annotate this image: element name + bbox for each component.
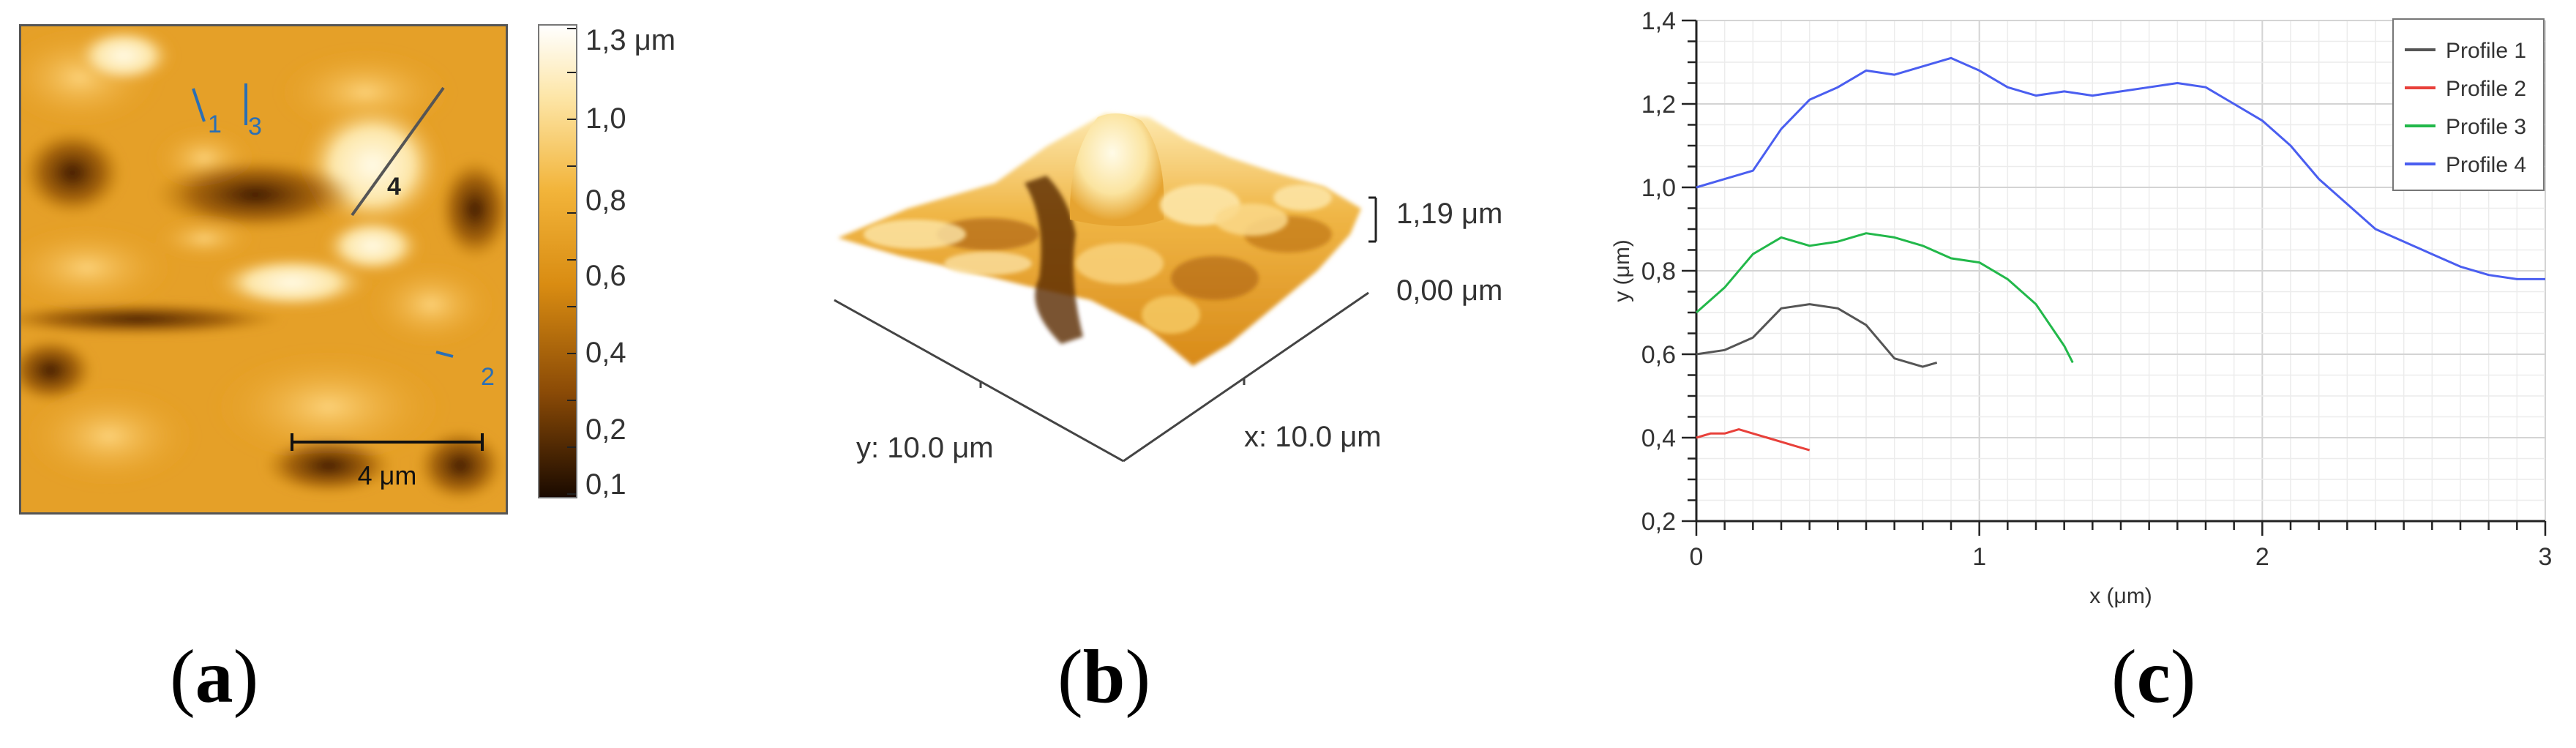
surface-3d-plot: 1,19 μm 0,00 μm x: 10.0 μm y: 10.0 μm — [834, 113, 1502, 464]
series-line-profile-4 — [1696, 56, 2545, 280]
afm-height-image: 1 3 4 2 4 μm — [21, 26, 506, 512]
series-line-profile-2 — [1696, 428, 1811, 452]
profile-marker-1: 1 — [208, 111, 222, 138]
x-tick-label: 3 — [2539, 543, 2553, 571]
profile-marker-3: 3 — [248, 113, 262, 141]
y-axis-title: y (μm) — [1610, 239, 1634, 302]
panel-label-b: (b) — [1057, 635, 1151, 719]
profile-marker-2: 2 — [481, 363, 495, 391]
profile-1-line — [192, 88, 206, 122]
profile-marker-4: 4 — [387, 173, 401, 201]
panel-label-a: (a) — [170, 635, 259, 719]
y-tick-label: 1,4 — [1641, 7, 1676, 35]
y-tick-label: 0,4 — [1641, 425, 1676, 452]
x-axis-label-3d: x: 10.0 μm — [1244, 421, 1382, 453]
x-tick-label: 2 — [2255, 543, 2269, 571]
z-min-label: 0,00 μm — [1396, 274, 1502, 307]
colorbar-label-1-0: 1,0 — [585, 102, 626, 135]
panel-c: 0 1 2 3 0,2 0,4 0,6 0,8 1,0 1,2 1,4 x (μm) y (μm) Pro… — [1595, 0, 2576, 748]
y-axis-label-3d: y: 10.0 μm — [856, 432, 994, 464]
legend-label-profile-2: Profile 2 — [2446, 77, 2526, 101]
profile-2-line — [435, 351, 454, 358]
x-axis-title: x (μm) — [2089, 584, 2152, 608]
y-tick-label: 1,2 — [1641, 91, 1676, 119]
colorbar-label-0-4: 0,4 — [585, 337, 626, 369]
series-line-profile-3 — [1696, 232, 2074, 364]
colorbar-label-0-1: 0,1 — [585, 468, 626, 501]
panel-label-c: (c) — [2111, 635, 2196, 719]
series-line-profile-1 — [1696, 303, 1938, 368]
x-tick-label: 1 — [1972, 543, 1986, 571]
z-max-label: 1,19 μm — [1396, 198, 1502, 230]
legend-box — [2392, 18, 2545, 191]
z-axis-bracket — [1368, 196, 1377, 243]
colorbar-label-0-8: 0,8 — [585, 184, 626, 217]
legend-label-profile-1: Profile 1 — [2446, 39, 2526, 63]
legend-label-profile-3: Profile 3 — [2446, 115, 2526, 139]
scale-bar: 4 μm — [291, 433, 484, 490]
legend-label-profile-4: Profile 4 — [2446, 153, 2526, 177]
y-tick-label: 0,8 — [1641, 258, 1676, 285]
y-tick-label: 0,6 — [1641, 341, 1676, 369]
x-tick-label: 0 — [1690, 543, 1704, 571]
profile-4-line — [351, 86, 445, 217]
panel-a: 1 3 4 2 4 μm 1,3 μm 1,0 — [0, 0, 732, 748]
colorbar-label-1-3: 1,3 μm — [585, 24, 676, 56]
colorbar-label-0-6: 0,6 — [585, 260, 626, 292]
colorbar-label-0-2: 0,2 — [585, 414, 626, 446]
scale-bar-label: 4 μm — [358, 460, 417, 490]
base-axes — [834, 291, 1369, 463]
y-tick-label: 1,0 — [1641, 174, 1676, 202]
y-tick-label: 0,2 — [1641, 508, 1676, 536]
panel-b: 1,19 μm 0,00 μm x: 10.0 μm y: 10.0 μm (b… — [805, 0, 1595, 748]
colorbar — [538, 24, 577, 498]
afm-height-map: 1 3 4 2 4 μm — [19, 24, 508, 515]
profile-line-chart: 0 1 2 3 0,2 0,4 0,6 0,8 1,0 1,2 1,4 x (μm) y (μm) Pro… — [1610, 7, 2553, 608]
